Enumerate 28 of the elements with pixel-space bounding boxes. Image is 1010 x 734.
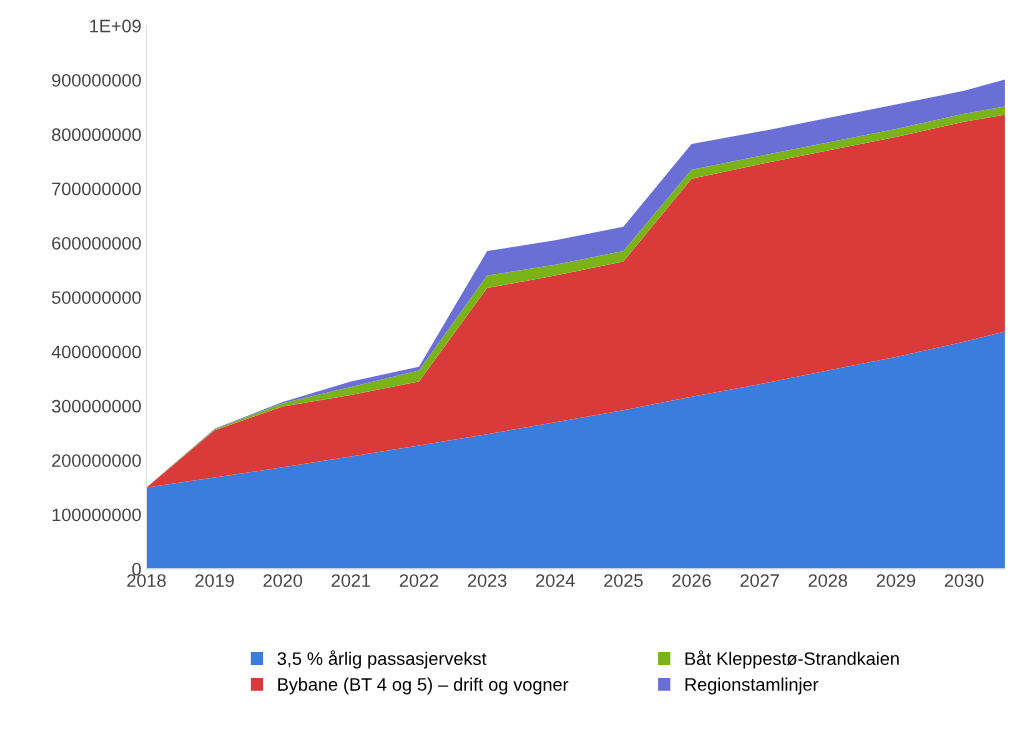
x-tick-label: 2021: [331, 574, 371, 587]
y-tick-label: 300000000: [51, 399, 141, 413]
legend-label: Bybane (BT 4 og 5) – drift og vogner: [278, 677, 569, 695]
y-tick-label: 0: [132, 562, 141, 576]
y-tick-label: 600000000: [52, 236, 141, 250]
x-tick-label: 2024: [536, 574, 575, 587]
y-tick-label: 100000000: [52, 508, 141, 522]
x-tick-label: 2019: [195, 574, 234, 587]
x-tick-label: 2022: [399, 574, 439, 587]
x-tick-label: 2030: [944, 574, 984, 587]
y-tick-label: 1E+09: [90, 19, 141, 33]
y-tick-label: 400000000: [51, 345, 141, 359]
y-tick-label: 900000000: [52, 73, 141, 87]
y-tick-label: 700000000: [52, 182, 141, 196]
x-tick-label: 2020: [263, 574, 303, 587]
x-tick-label: 2028: [808, 574, 848, 587]
x-tick-label: 2023: [467, 574, 507, 587]
x-tick-label: 2018: [127, 574, 166, 587]
legend-label: Båt Kleppestø-Strandkaien: [685, 650, 899, 669]
legend-label: 3,5 % årlig passasjervekst: [277, 650, 487, 669]
y-tick-label: 800000000: [52, 128, 141, 142]
x-tick-label: 2029: [876, 574, 916, 587]
legend-label: Regionstamlinjer: [685, 677, 819, 695]
x-tick-label: 2026: [672, 574, 711, 587]
x-tick-label: 2027: [740, 574, 779, 587]
y-tick-label: 500000000: [51, 291, 141, 304]
x-tick-label: 2025: [604, 574, 643, 587]
y-tick-label: 200000000: [52, 454, 141, 467]
